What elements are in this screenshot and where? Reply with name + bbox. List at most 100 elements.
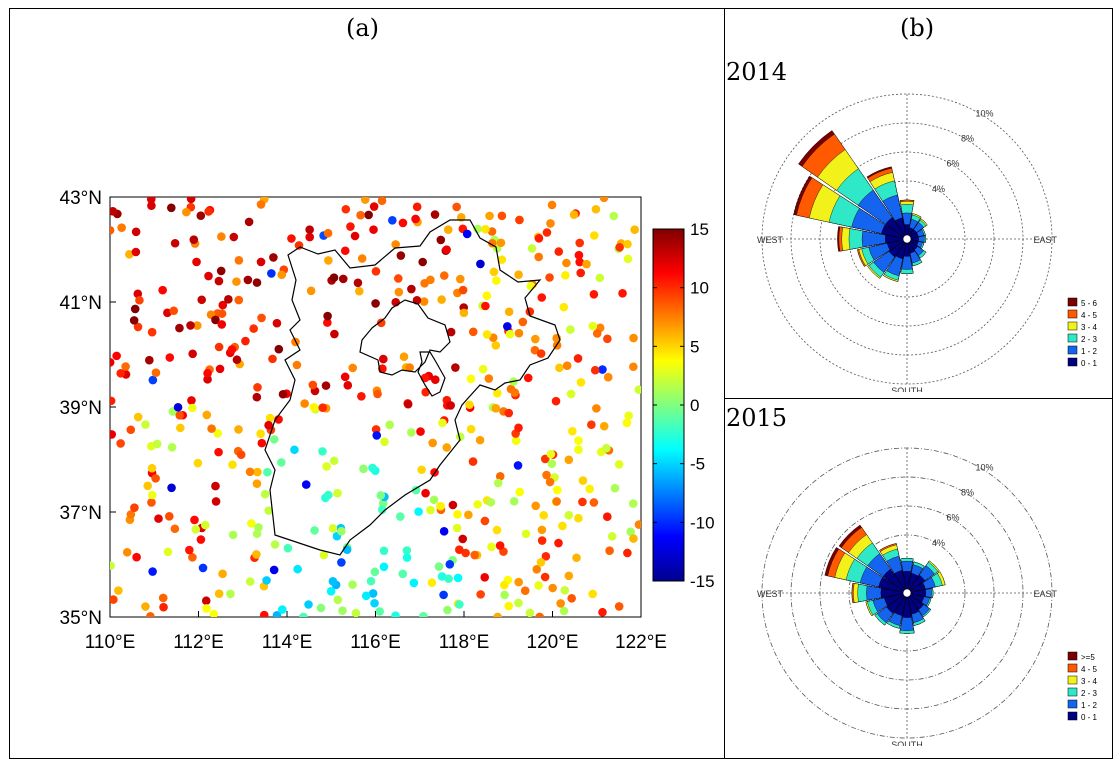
station-dot [232, 277, 241, 286]
panel-b-label: (b) [900, 14, 935, 42]
station-dot [599, 197, 609, 203]
station-dot [461, 548, 470, 558]
station-dot [186, 321, 195, 330]
station-dot [376, 318, 386, 328]
station-dot [575, 257, 584, 267]
station-dot [499, 580, 509, 590]
station-dot [158, 285, 167, 295]
station-dot [126, 425, 136, 435]
station-dot [217, 320, 227, 329]
station-dot [112, 351, 121, 361]
station-dot [269, 565, 279, 575]
station-dot [192, 257, 201, 267]
station-dot [492, 388, 502, 398]
station-dot [215, 364, 225, 374]
rose-wedge [906, 572, 919, 594]
station-dot [380, 437, 389, 447]
station-dot [131, 247, 141, 257]
station-dot [574, 513, 583, 523]
station-dot [147, 201, 156, 210]
region-borders [264, 219, 561, 556]
rose-wedge [894, 592, 908, 616]
station-dot [185, 545, 194, 555]
station-dot [545, 273, 554, 282]
rose-ring-label: 6% [947, 159, 960, 169]
station-dot [545, 477, 555, 487]
station-dot [252, 479, 262, 488]
station-dot [444, 574, 453, 584]
station-dot [359, 464, 368, 474]
station-dot [437, 295, 446, 304]
station-dot [476, 590, 485, 599]
station-dot [151, 368, 161, 377]
station-dot [316, 603, 326, 613]
station-dot [592, 404, 601, 413]
station-dot [202, 604, 211, 613]
station-dot [578, 476, 588, 485]
station-dot [323, 311, 332, 321]
station-dot [330, 329, 339, 339]
station-dot [534, 581, 543, 590]
station-dot [547, 459, 557, 468]
station-dot [554, 538, 563, 548]
station-dot [122, 547, 132, 557]
station-dot [618, 289, 627, 298]
rose-wedge [906, 592, 920, 615]
station-dot [510, 388, 520, 397]
station-dot [189, 235, 199, 244]
station-dot [564, 510, 574, 520]
legend-swatch [1067, 675, 1078, 685]
rose-wedge [880, 588, 908, 598]
station-dot [458, 285, 468, 295]
station-dot [448, 500, 458, 510]
station-dot [301, 480, 311, 489]
rose-wedge [906, 592, 924, 610]
station-dot [356, 210, 365, 220]
station-dot [575, 238, 585, 248]
station-dot [541, 551, 551, 561]
station-dot [403, 399, 413, 409]
station-dot [217, 232, 226, 241]
station-dot [252, 550, 261, 559]
legend-label: 0 - 1 [1081, 713, 1098, 722]
station-dot [420, 373, 430, 383]
legend-label: 0 - 1 [1081, 359, 1098, 368]
station-dot [324, 256, 333, 265]
station-dot [264, 420, 273, 430]
rose-wedge [885, 234, 908, 244]
station-dot [309, 402, 319, 412]
station-dot [211, 481, 220, 491]
station-dot [304, 600, 313, 609]
station-dot [614, 460, 624, 469]
panel-a-label: (a) [346, 14, 380, 42]
station-dot [488, 238, 497, 248]
figure-frame [9, 8, 1113, 759]
station-dot [473, 500, 482, 509]
station-dot [407, 284, 416, 294]
station-dot [146, 612, 155, 617]
station-dot [164, 512, 174, 521]
station-dot [129, 316, 139, 325]
station-dot [468, 457, 478, 466]
station-dot [427, 578, 437, 587]
station-dot [532, 564, 542, 574]
station-dot [412, 202, 422, 212]
station-dot [504, 307, 514, 317]
station-dot [552, 497, 561, 506]
station-dot [562, 258, 571, 268]
lat-tick-label: 41°N [60, 293, 102, 314]
station-dot [416, 427, 425, 436]
station-dot [350, 231, 360, 241]
station-dot [376, 491, 386, 500]
station-dot [146, 197, 156, 204]
station-dot [462, 229, 472, 239]
station-dot [256, 429, 265, 438]
station-dot [439, 271, 449, 280]
station-dot [340, 372, 350, 382]
legend-label: 1 - 2 [1081, 347, 1098, 356]
rose-wedge [902, 592, 912, 618]
station-dot [324, 490, 333, 500]
rose-wedge [904, 224, 910, 240]
station-dot [259, 610, 269, 617]
rose-2014-year: 2014 [726, 58, 788, 86]
